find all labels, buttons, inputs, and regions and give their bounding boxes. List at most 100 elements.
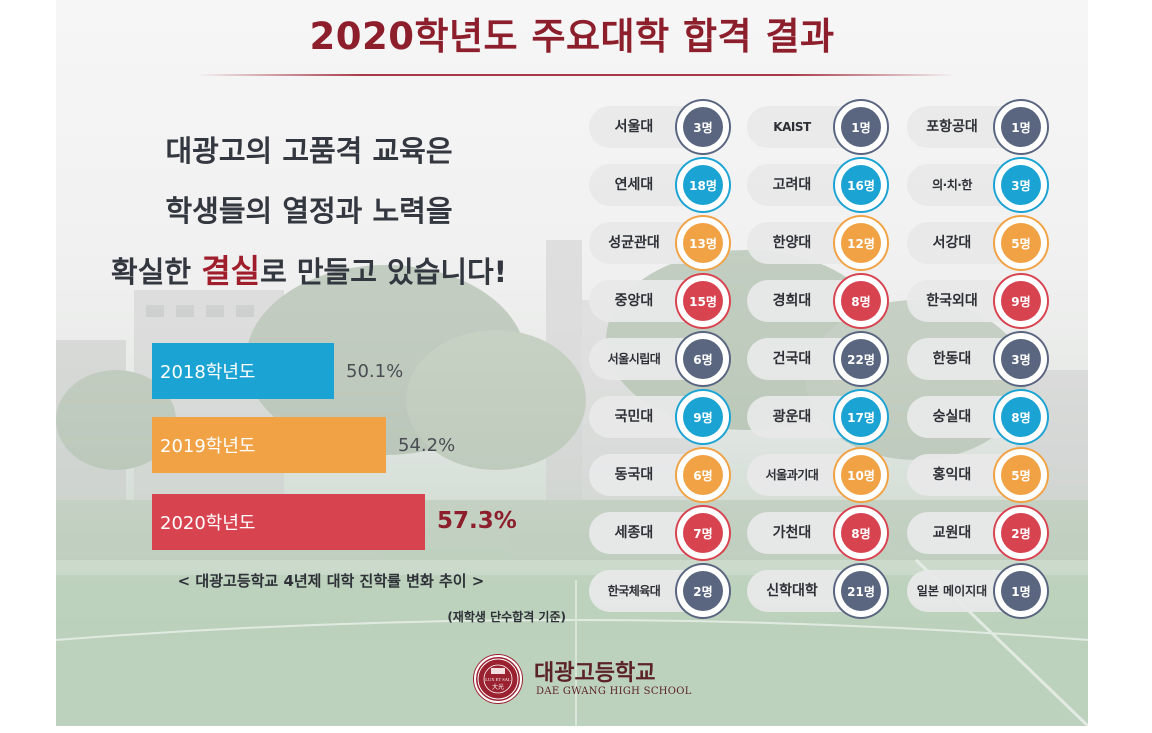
count-ring: 10명 (835, 449, 887, 501)
university-item: 숭실대 8명 (907, 391, 1047, 443)
admission-count-badge: 3명 (1001, 339, 1041, 379)
admission-count-badge: 7명 (683, 513, 723, 553)
slogan-line-3-suffix: 로 만들고 있습니다! (260, 255, 507, 289)
university-item: 한국외대 9명 (907, 275, 1047, 327)
university-name: 일본 메이지대 (916, 583, 988, 598)
admission-count-badge: 6명 (683, 339, 723, 379)
admission-count-badge: 8명 (841, 281, 881, 321)
admission-count-badge: 5명 (1001, 455, 1041, 495)
university-item: 광운대 17명 (747, 391, 887, 443)
university-item: 고려대 16명 (747, 159, 887, 211)
university-name: 광운대 (772, 409, 812, 425)
count-ring: 5명 (995, 217, 1047, 269)
admission-count-badge: 3명 (1001, 165, 1041, 205)
admission-count-badge: 9명 (683, 397, 723, 437)
admission-count-badge: 13명 (683, 223, 723, 263)
admission-count-badge: 1명 (1001, 107, 1041, 147)
count-ring: 2명 (677, 565, 729, 617)
count-ring: 7명 (677, 507, 729, 559)
university-name: 한동대 (932, 351, 972, 367)
university-name: 국민대 (614, 409, 654, 425)
rate-bar-3: 2020학년도 (152, 494, 425, 550)
university-name: 중앙대 (614, 293, 654, 309)
university-item: 국민대 9명 (589, 391, 729, 443)
university-name: 가천대 (772, 525, 812, 541)
university-name: 한국체육대 (607, 584, 661, 598)
admission-count-badge: 12명 (841, 223, 881, 263)
school-seal-logo: LUX ET SAL 大光 (474, 655, 522, 703)
count-ring: 9명 (677, 391, 729, 443)
university-item: 세종대 7명 (589, 507, 729, 559)
university-name: 경희대 (772, 293, 812, 309)
university-name: 의·치·한 (932, 178, 972, 192)
count-ring: 2명 (995, 507, 1047, 559)
university-name: 한양대 (772, 235, 812, 251)
university-item: 건국대 22명 (747, 333, 887, 385)
university-name: 서울대 (614, 119, 654, 135)
admission-count-badge: 21명 (841, 571, 881, 611)
count-ring: 17명 (835, 391, 887, 443)
university-item: 연세대 18명 (589, 159, 729, 211)
seal-mark: 大光 (492, 683, 504, 691)
university-item: 일본 메이지대 1명 (907, 565, 1047, 617)
university-item: 동국대 6명 (589, 449, 729, 501)
rate-bar-1: 2018학년도 (152, 343, 334, 399)
university-name: 서울시립대 (607, 352, 661, 366)
count-ring: 8명 (995, 391, 1047, 443)
admission-count-badge: 16명 (841, 165, 881, 205)
slogan-line-2: 학생들의 열정과 노력을 (165, 194, 453, 228)
admission-count-badge: 17명 (841, 397, 881, 437)
university-name: 숭실대 (932, 409, 972, 425)
admission-count-badge: 6명 (683, 455, 723, 495)
rate-value-1: 50.1% (346, 361, 404, 382)
university-name: 연세대 (614, 177, 654, 193)
university-item: 성균관대 13명 (589, 217, 729, 269)
school-english-name: DAE GWANG HIGH SCHOOL (536, 686, 692, 697)
university-name: 고려대 (772, 177, 812, 193)
university-item: 홍익대 5명 (907, 449, 1047, 501)
university-item: 의·치·한 3명 (907, 159, 1047, 211)
admission-count-badge: 2명 (1001, 513, 1041, 553)
university-name: KAIST (773, 120, 811, 134)
university-name: 교원대 (932, 525, 972, 541)
slogan-line-1: 대광고의 고품격 교육은 (165, 134, 453, 168)
university-name: 한국외대 (926, 293, 978, 309)
count-ring: 3명 (677, 101, 729, 153)
admission-count-badge: 8명 (1001, 397, 1041, 437)
university-item: 한국체육대 2명 (589, 565, 729, 617)
slogan-line-3: 확실한 결실로 만들고 있습니다! (56, 246, 562, 292)
university-name: 홍익대 (932, 467, 972, 483)
rate-value-3: 57.3% (437, 508, 517, 534)
university-name: 서강대 (932, 235, 972, 251)
admission-count-badge: 22명 (841, 339, 881, 379)
admission-count-badge: 15명 (683, 281, 723, 321)
count-ring: 6명 (677, 449, 729, 501)
count-ring: 16명 (835, 159, 887, 211)
university-item: 가천대 8명 (747, 507, 887, 559)
school-name: 대광고등학교 (534, 661, 656, 686)
university-item: 한양대 12명 (747, 217, 887, 269)
rate-bar-2: 2019학년도 (152, 417, 386, 473)
admission-count-badge: 1명 (841, 107, 881, 147)
count-ring: 6명 (677, 333, 729, 385)
university-item: 서울과기대 10명 (747, 449, 887, 501)
university-item: KAIST 1명 (747, 101, 887, 153)
page-title: 2020학년도 주요대학 합격 결과 (309, 15, 835, 58)
admission-count-badge: 2명 (683, 571, 723, 611)
admission-count-badge: 18명 (683, 165, 723, 205)
rate-value-2: 54.2% (398, 435, 456, 456)
university-item: 한동대 3명 (907, 333, 1047, 385)
count-ring: 1명 (995, 565, 1047, 617)
university-name: 세종대 (614, 525, 654, 541)
university-name: 동국대 (614, 467, 654, 483)
admission-count-badge: 5명 (1001, 223, 1041, 263)
count-ring: 18명 (677, 159, 729, 211)
count-ring: 12명 (835, 217, 887, 269)
count-ring: 1명 (835, 101, 887, 153)
university-item: 서울대 3명 (589, 101, 729, 153)
university-name: 포항공대 (926, 119, 978, 135)
count-ring: 3명 (995, 159, 1047, 211)
title-divider (196, 74, 956, 76)
admission-count-badge: 8명 (841, 513, 881, 553)
count-ring: 8명 (835, 275, 887, 327)
